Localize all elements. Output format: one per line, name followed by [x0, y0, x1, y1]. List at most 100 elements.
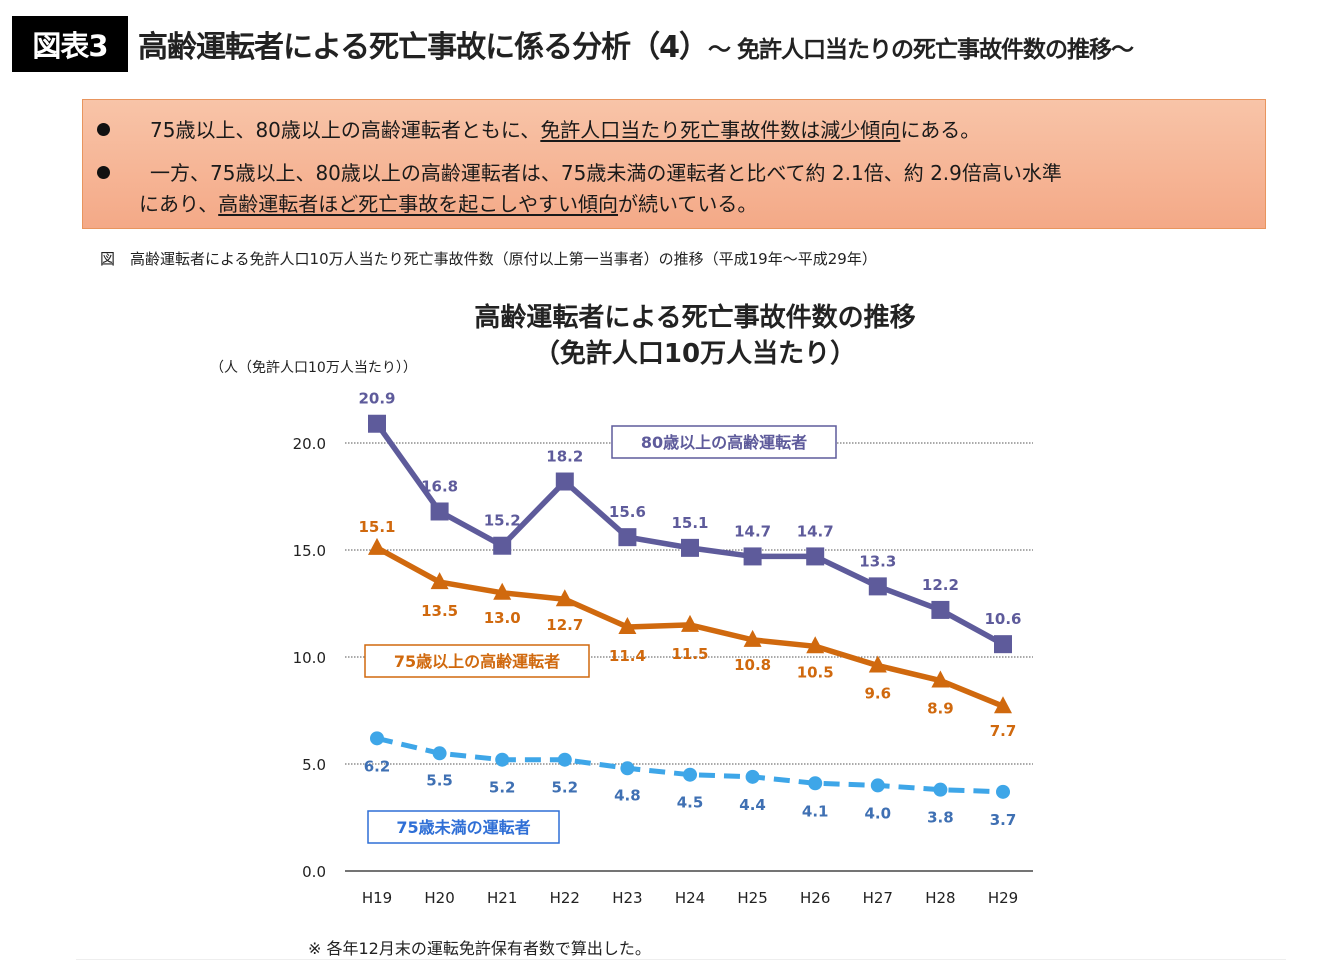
data-point-triangle: [931, 670, 950, 688]
data-label: 6.2: [364, 757, 391, 775]
summary-box: 75歳以上、80歳以上の高齢運転者ともに、免許人口当たり死亡事故件数は減少傾向に…: [82, 99, 1266, 229]
data-point-square: [618, 528, 637, 547]
legend-label: 75歳未満の運転者: [396, 818, 530, 837]
bullet-icon: [97, 123, 110, 136]
data-label: 4.4: [739, 796, 766, 814]
legend-box-border: [367, 810, 560, 844]
bullet-1-segment: 75歳以上、80歳以上の高齢運転者ともに、: [150, 118, 541, 142]
bullet-2-cont-segment: が続いている。: [618, 192, 758, 216]
bullet-icon: [97, 166, 110, 179]
footnote: ※ 各年12月末の運転免許保有者数で算出した。: [308, 939, 651, 958]
bullet-2-continuation-text: にあり、高齢運転者ほど死亡事故を起こしやすい傾向が続いている。: [139, 192, 757, 216]
y-tick-label: 20.0: [293, 435, 326, 453]
x-tick-label: H25: [737, 889, 767, 907]
bullet-2-segment: 一方、75歳以上、80歳以上の高齢運転者は、75歳未満の運転者と比べて約 2.1…: [150, 161, 1062, 185]
data-point-circle: [557, 752, 572, 767]
legend-box-series-1: 80歳以上の高齢運転者: [611, 425, 837, 459]
series-1: [368, 414, 1012, 654]
legend-label: 75歳以上の高齢運転者: [394, 652, 560, 671]
bullet-1-segment: にある。: [900, 118, 981, 142]
y-tick-label: 5.0: [302, 756, 326, 774]
x-tick-label: H21: [487, 889, 517, 907]
data-point-square: [806, 547, 825, 566]
data-label: 13.3: [859, 552, 896, 570]
x-tick-label: H29: [988, 889, 1018, 907]
data-point-circle: [808, 776, 823, 791]
summary-bullet-2: 一方、75歳以上、80歳以上の高齢運転者は、75歳未満の運転者と比べて約 2.1…: [97, 157, 1062, 186]
data-label: 5.2: [552, 779, 579, 797]
data-label: 12.2: [922, 576, 959, 594]
legend-box-series-3: 75歳未満の運転者: [367, 810, 560, 844]
series-3: [370, 731, 1010, 799]
x-tick-label: H27: [863, 889, 893, 907]
chart-title-sub: （免許人口10万人当たり）: [533, 339, 857, 369]
data-point-triangle: [618, 617, 637, 635]
data-label: 8.9: [927, 700, 954, 718]
data-point-square: [931, 600, 950, 619]
x-tick-label: H20: [424, 889, 454, 907]
data-label: 18.2: [546, 448, 583, 466]
legend-label: 80歳以上の高齢運転者: [641, 433, 807, 452]
x-axis-ticks: H19 H20 H21 H22 H23 H24 H25 H26 H27 H28 H29: [362, 889, 1018, 907]
chart-title-main: 高齢運転者による死亡事故件数の推移: [474, 303, 916, 333]
data-label: 10.5: [797, 663, 834, 681]
figure-caption: 図 高齢運転者による免許人口10万人当たり死亡事故件数（原付以上第一当事者）の推…: [100, 250, 877, 268]
data-label: 5.2: [489, 779, 516, 797]
x-tick-label: H22: [550, 889, 580, 907]
data-label: 14.7: [797, 522, 834, 540]
data-point-triangle: [868, 655, 887, 673]
data-point-triangle: [806, 636, 825, 654]
data-point-circle: [996, 784, 1010, 799]
data-label: 7.7: [990, 722, 1017, 740]
x-tick-label: H23: [612, 889, 642, 907]
data-point-triangle: [681, 614, 699, 632]
x-tick-label: H26: [800, 889, 830, 907]
data-point-triangle: [994, 696, 1012, 714]
bottom-divider: [76, 959, 1286, 960]
y-axis-unit-label: （人（免許人口10万人当たり））: [210, 360, 417, 376]
data-label: 10.8: [734, 656, 771, 674]
data-label: 4.5: [677, 794, 704, 812]
data-point-circle: [495, 752, 510, 767]
data-point-triangle: [368, 537, 386, 555]
data-label: 11.5: [671, 645, 708, 663]
data-point-circle: [620, 761, 635, 776]
data-label: 15.1: [671, 514, 708, 532]
data-point-square: [743, 547, 762, 566]
data-label: 20.9: [358, 390, 395, 408]
bullet-1-text: 75歳以上、80歳以上の高齢運転者ともに、免許人口当たり死亡事故件数は減少傾向に…: [150, 118, 980, 142]
data-label: 5.5: [426, 771, 453, 789]
bullet-2-cont-segment: 高齢運転者ほど死亡事故を起こしやすい傾向: [218, 192, 619, 216]
data-point-circle: [745, 769, 760, 784]
data-point-square: [368, 414, 386, 433]
data-point-square: [493, 536, 512, 555]
page-title-main: 高齢運転者による死亡事故に係る分析（4）: [138, 30, 709, 65]
summary-bullet-1: 75歳以上、80歳以上の高齢運転者ともに、免許人口当たり死亡事故件数は減少傾向に…: [97, 114, 980, 143]
data-labels: 20.9 16.8 15.2 18.2 15.6 15.1 14.7 14.7 13.3 12.2…: [358, 390, 1021, 829]
series-2: [368, 537, 1012, 714]
data-label: 4.1: [802, 802, 829, 820]
series-legend-boxes: 80歳以上の高齢運転者 75歳以上の高齢運転者 75歳未満の運転者: [364, 425, 837, 844]
data-label: 15.2: [484, 512, 521, 530]
data-label: 3.7: [990, 811, 1017, 829]
legend-box-border: [364, 644, 590, 678]
series-line: [376, 735, 1004, 795]
bullet-2-cont-segment: にあり、: [139, 192, 219, 216]
data-point-triangle: [493, 582, 512, 600]
data-point-triangle: [430, 572, 449, 590]
data-point-square: [868, 577, 887, 596]
legend-box-border: [611, 425, 837, 459]
bullet-2-text: 一方、75歳以上、80歳以上の高齢運転者は、75歳未満の運転者と比べて約 2.1…: [150, 161, 1062, 185]
data-point-circle: [432, 746, 447, 761]
data-point-circle: [933, 782, 948, 797]
data-point-circle: [683, 767, 697, 782]
x-tick-label: H19: [362, 889, 392, 907]
data-point-triangle: [743, 629, 762, 647]
data-label: 12.7: [546, 616, 583, 634]
y-tick-label: 0.0: [302, 863, 326, 881]
data-label: 4.0: [865, 804, 892, 822]
legend-box-series-2: 75歳以上の高齢運転者: [364, 644, 590, 678]
data-label: 15.6: [609, 503, 646, 521]
data-label: 4.8: [614, 786, 641, 804]
